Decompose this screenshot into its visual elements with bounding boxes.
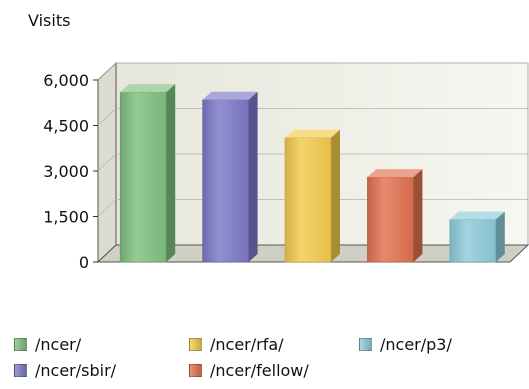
bar	[449, 211, 505, 263]
gridline	[97, 108, 528, 126]
y-axis-ticks: 0 1,500 3,000 4,500 6,000	[43, 71, 98, 272]
bar-top	[367, 169, 423, 178]
bar-top	[285, 129, 340, 138]
legend-label: /ncer/sbir/	[35, 361, 117, 380]
y-tick-label: 3,000	[43, 162, 89, 181]
bar-side	[248, 91, 258, 262]
legend-item: /ncer/rfa/	[189, 335, 284, 354]
bar-side	[495, 211, 505, 262]
bar	[367, 169, 423, 263]
legend-swatch	[14, 364, 27, 377]
gridline	[97, 153, 528, 172]
y-tick-label: 4,500	[43, 117, 89, 136]
bar-front	[119, 91, 167, 263]
bars	[119, 84, 505, 263]
y-axis-title: Visits	[28, 11, 70, 30]
legend-swatch	[359, 338, 372, 351]
legend-item: /ncer/sbir/	[14, 361, 116, 380]
bar	[284, 129, 340, 263]
legend-swatch	[189, 338, 202, 351]
bar-side	[413, 169, 423, 262]
legend-label: /ncer/rfa/	[210, 335, 284, 354]
legend-swatch	[14, 338, 27, 351]
legend-item: /ncer/	[14, 335, 81, 354]
bar-side	[166, 84, 176, 262]
legend-label: /ncer/p3/	[380, 335, 452, 354]
gridline	[97, 62, 528, 81]
legend-item: /ncer/fellow/	[189, 361, 309, 380]
bar-top	[120, 84, 176, 93]
legend: /ncer/ /ncer/sbir/ /ncer/rfa/ /ncer/fellow/…	[14, 335, 524, 385]
bar	[202, 91, 258, 263]
bar-top	[449, 211, 505, 220]
bar-top	[202, 91, 258, 100]
bar-front	[284, 137, 332, 263]
bar	[119, 84, 176, 263]
legend-label: /ncer/fellow/	[210, 361, 309, 380]
y-tick-label: 1,500	[43, 208, 89, 227]
bar-chart: Visits 0 1,500 3,000 4,500 6,000	[28, 11, 529, 272]
bar-front	[367, 176, 414, 263]
bar-side	[331, 129, 340, 262]
y-tick-label: 0	[79, 253, 89, 272]
legend-swatch	[189, 364, 202, 377]
bar-front	[202, 99, 249, 263]
bar-front	[449, 219, 497, 263]
legend-label: /ncer/	[35, 335, 82, 354]
y-tick-label: 6,000	[43, 71, 89, 90]
legend-item: /ncer/p3/	[359, 335, 452, 354]
